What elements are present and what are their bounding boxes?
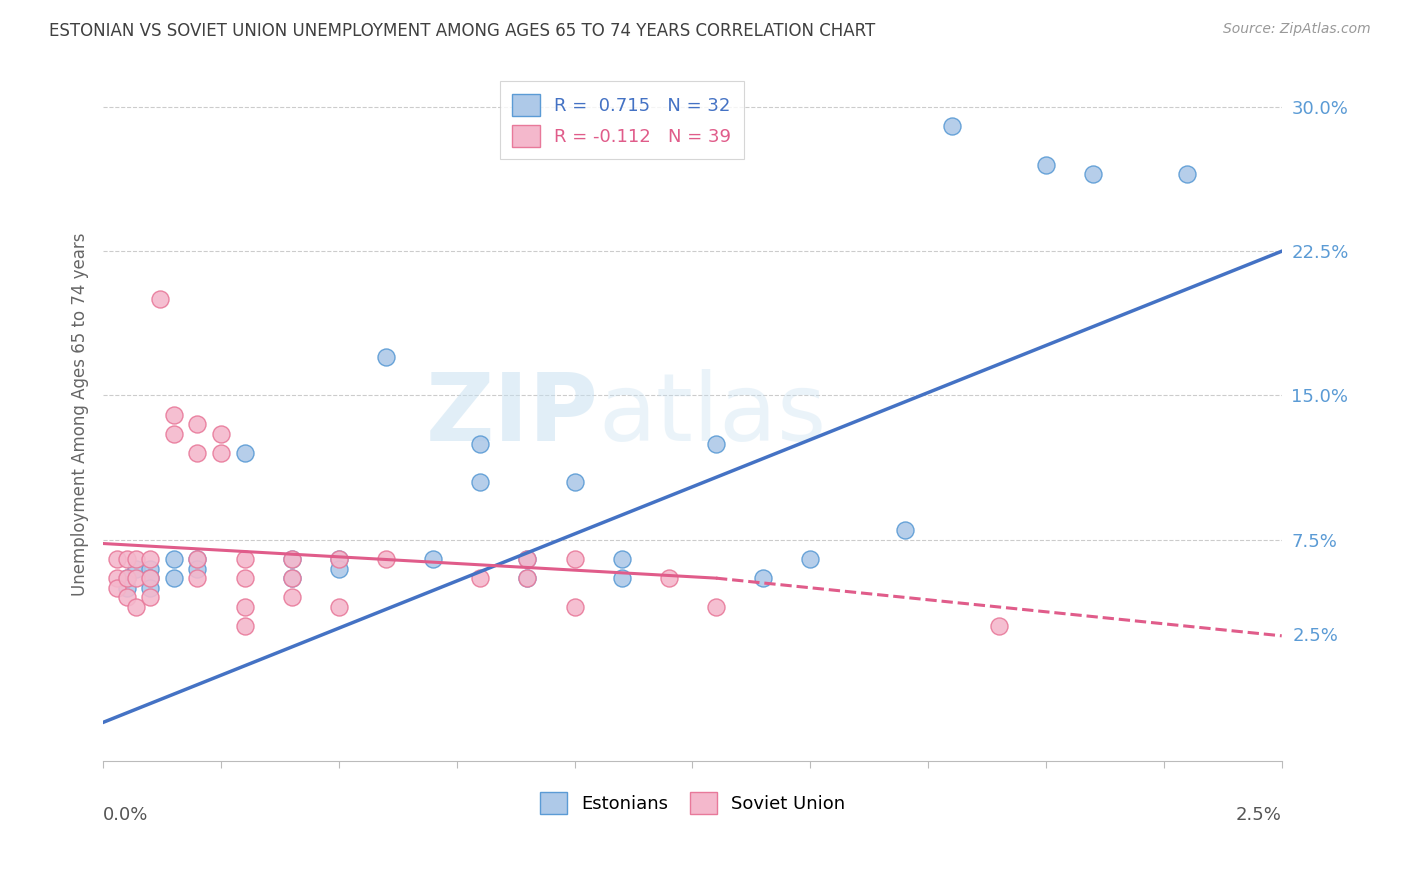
Point — [233, 571, 256, 585]
Point — [125, 599, 148, 614]
Point — [375, 552, 398, 566]
Point — [280, 571, 302, 585]
Point — [752, 571, 775, 585]
Point — [125, 571, 148, 585]
Point — [209, 426, 232, 441]
Point — [610, 552, 633, 566]
Point — [516, 571, 538, 585]
Point — [186, 417, 208, 432]
Point — [328, 552, 350, 566]
Point — [987, 619, 1010, 633]
Point — [328, 561, 350, 575]
Point — [799, 552, 821, 566]
Point — [186, 552, 208, 566]
Point — [516, 552, 538, 566]
Point — [280, 591, 302, 605]
Text: ESTONIAN VS SOVIET UNION UNEMPLOYMENT AMONG AGES 65 TO 74 YEARS CORRELATION CHAR: ESTONIAN VS SOVIET UNION UNEMPLOYMENT AM… — [49, 22, 876, 40]
Point — [610, 571, 633, 585]
Text: ZIP: ZIP — [425, 368, 598, 460]
Point — [105, 571, 128, 585]
Point — [1177, 167, 1199, 181]
Point — [470, 475, 492, 489]
Point — [564, 552, 586, 566]
Point — [163, 552, 186, 566]
Point — [233, 599, 256, 614]
Point — [139, 561, 162, 575]
Text: 0.0%: 0.0% — [103, 805, 149, 824]
Point — [564, 599, 586, 614]
Point — [186, 552, 208, 566]
Point — [105, 581, 128, 595]
Point — [139, 581, 162, 595]
Point — [375, 350, 398, 364]
Point — [115, 571, 138, 585]
Point — [328, 552, 350, 566]
Point — [139, 571, 162, 585]
Point — [280, 571, 302, 585]
Point — [470, 571, 492, 585]
Point — [704, 436, 727, 450]
Point — [658, 571, 681, 585]
Text: atlas: atlas — [598, 368, 827, 460]
Point — [115, 581, 138, 595]
Point — [280, 552, 302, 566]
Point — [163, 426, 186, 441]
Point — [163, 571, 186, 585]
Point — [125, 552, 148, 566]
Y-axis label: Unemployment Among Ages 65 to 74 years: Unemployment Among Ages 65 to 74 years — [72, 233, 89, 597]
Text: Source: ZipAtlas.com: Source: ZipAtlas.com — [1223, 22, 1371, 37]
Point — [941, 119, 963, 133]
Point — [149, 293, 172, 307]
Point — [186, 571, 208, 585]
Point — [139, 552, 162, 566]
Point — [280, 552, 302, 566]
Point — [233, 446, 256, 460]
Point — [163, 408, 186, 422]
Point — [105, 552, 128, 566]
Point — [115, 552, 138, 566]
Point — [564, 475, 586, 489]
Point — [470, 436, 492, 450]
Point — [1035, 158, 1057, 172]
Point — [139, 591, 162, 605]
Point — [516, 571, 538, 585]
Point — [1081, 167, 1104, 181]
Text: 2.5%: 2.5% — [1294, 627, 1339, 645]
Point — [209, 446, 232, 460]
Point — [422, 552, 444, 566]
Point — [186, 446, 208, 460]
Point — [186, 561, 208, 575]
Point — [115, 571, 138, 585]
Point — [516, 552, 538, 566]
Point — [328, 599, 350, 614]
Point — [233, 619, 256, 633]
Point — [893, 523, 915, 537]
Point — [125, 561, 148, 575]
Point — [115, 591, 138, 605]
Point — [139, 571, 162, 585]
Point — [704, 599, 727, 614]
Text: 2.5%: 2.5% — [1236, 805, 1282, 824]
Point — [233, 552, 256, 566]
Legend: Estonians, Soviet Union: Estonians, Soviet Union — [533, 785, 852, 821]
